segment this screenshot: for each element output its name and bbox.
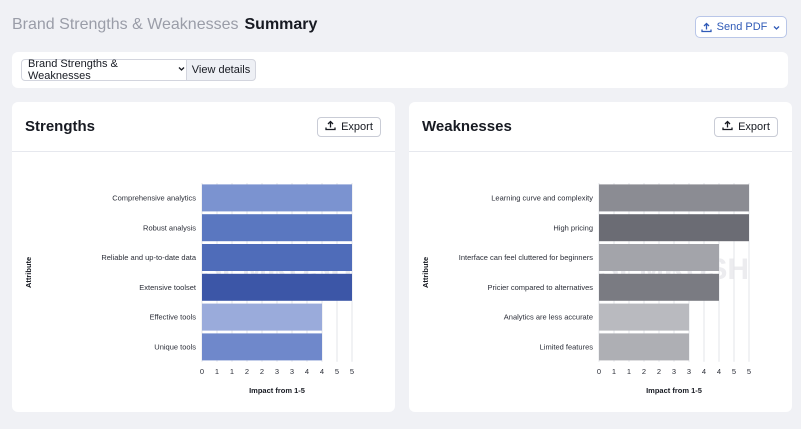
tick-label: 2 (260, 367, 264, 376)
export-label: Export (738, 121, 770, 133)
bar[interactable] (599, 214, 749, 242)
category-label: Analytics are less accurate (504, 313, 593, 322)
x-axis-label: Impact from 1-5 (646, 386, 702, 395)
export-label: Export (341, 121, 373, 133)
strengths-panel: Strengths Export SEMRUSHComprehensive an… (12, 102, 395, 412)
tick-label: 5 (747, 367, 751, 376)
bar[interactable] (202, 214, 352, 242)
export-icon (325, 120, 336, 134)
x-axis-label: Impact from 1-5 (249, 386, 305, 395)
tick-label: 4 (702, 367, 706, 376)
page-header: Brand Strengths & Weaknesses Summary (12, 16, 317, 34)
category-label: Extensive toolset (139, 283, 197, 292)
category-label: Limited features (540, 343, 594, 352)
send-pdf-button[interactable]: Send PDF (695, 16, 787, 38)
tick-label: 2 (657, 367, 661, 376)
category-label: Learning curve and complexity (491, 194, 593, 203)
category-label: Effective tools (149, 313, 196, 322)
page-title: Summary (244, 16, 318, 33)
y-axis-label: Attribute (24, 257, 33, 288)
tick-label: 0 (200, 367, 204, 376)
bar[interactable] (202, 333, 322, 361)
bar[interactable] (599, 273, 719, 301)
category-label: Robust analysis (143, 223, 196, 232)
tick-label: 1 (230, 367, 234, 376)
tick-label: 2 (245, 367, 249, 376)
bar[interactable] (202, 303, 322, 331)
bar[interactable] (599, 244, 719, 271)
report-select-dropdown[interactable]: Brand Strengths & Weaknesses (21, 58, 187, 82)
export-button[interactable]: Export (317, 117, 381, 137)
category-label: Comprehensive analytics (112, 194, 196, 203)
tick-label: 5 (350, 367, 354, 376)
report-toolbar: Brand Strengths & Weaknesses View detail… (12, 52, 788, 88)
chevron-down-icon (177, 64, 186, 76)
bar[interactable] (202, 244, 352, 271)
chevron-down-icon (772, 23, 781, 32)
panel-title: Weaknesses (422, 118, 512, 135)
category-label: Unique tools (154, 343, 196, 352)
y-axis-label: Attribute (421, 257, 430, 288)
panel-divider (409, 151, 792, 152)
export-icon (722, 120, 733, 134)
tick-label: 1 (215, 367, 219, 376)
export-button[interactable]: Export (714, 117, 778, 137)
bar[interactable] (599, 303, 689, 331)
tick-label: 1 (612, 367, 616, 376)
weaknesses-chart: SEMRUSHLearning curve and complexityHigh… (421, 183, 751, 395)
upload-icon (700, 22, 712, 33)
tick-label: 3 (290, 367, 294, 376)
tick-label: 4 (717, 367, 721, 376)
category-label: High pricing (553, 223, 593, 232)
panel-title: Strengths (25, 118, 96, 135)
tick-label: 3 (687, 367, 691, 376)
tick-label: 1 (627, 367, 631, 376)
tick-label: 3 (275, 367, 279, 376)
category-label: Interface can feel cluttered for beginne… (459, 253, 593, 262)
tick-label: 5 (335, 367, 339, 376)
category-label: Pricier compared to alternatives (488, 283, 594, 292)
bar[interactable] (599, 184, 749, 212)
view-details-button[interactable]: View details (186, 59, 256, 81)
send-pdf-label: Send PDF (716, 21, 768, 33)
tick-label: 2 (642, 367, 646, 376)
tick-label: 0 (597, 367, 601, 376)
bar[interactable] (202, 184, 352, 212)
tick-label: 4 (305, 367, 309, 376)
bar[interactable] (599, 333, 689, 361)
panel-divider (12, 151, 395, 152)
breadcrumb[interactable]: Brand Strengths & Weaknesses (12, 16, 239, 33)
tick-label: 5 (732, 367, 736, 376)
bar[interactable] (202, 273, 352, 301)
tick-label: 3 (672, 367, 676, 376)
report-select-label: Brand Strengths & Weaknesses (28, 58, 118, 82)
category-label: Reliable and up-to-date data (101, 253, 196, 262)
tick-label: 4 (320, 367, 324, 376)
weaknesses-panel: Weaknesses Export SEMRUSHLearning curve … (409, 102, 792, 412)
